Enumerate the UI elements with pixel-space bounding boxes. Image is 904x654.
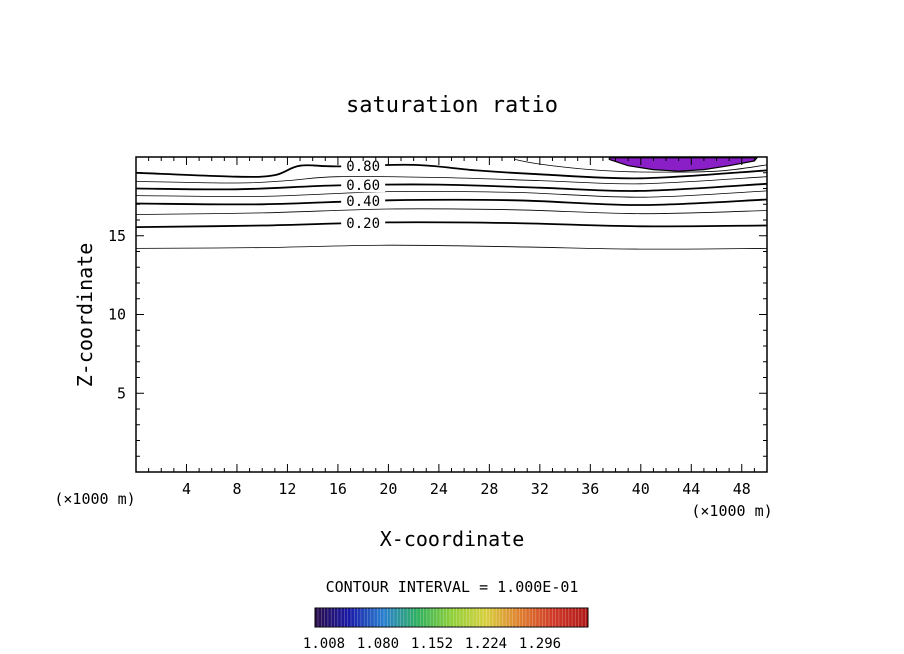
- contour-line: [135, 208, 768, 215]
- colorbar: 1.008 1.080 1.152 1.224 1.296: [303, 607, 589, 652]
- x-tick-label: 48: [733, 480, 751, 498]
- contour-interval-text: CONTOUR INTERVAL = 1.000E-01: [326, 578, 579, 596]
- colorbar-gradient: [314, 607, 589, 628]
- x-tick-label: 44: [682, 480, 700, 498]
- x-tick-label: 28: [480, 480, 498, 498]
- colorbar-tick-label: 1.296: [519, 636, 561, 652]
- chart-title: saturation ratio: [346, 93, 558, 118]
- contour-line: [135, 198, 768, 206]
- x-unit-right-label: (×1000 m): [691, 502, 772, 520]
- x-tick-label: 36: [581, 480, 599, 498]
- colorbar-tick-label: 1.152: [411, 636, 453, 652]
- colorbar-tick-label: 1.008: [303, 636, 345, 652]
- x-tick-label: 40: [632, 480, 650, 498]
- x-tick-label: 32: [531, 480, 549, 498]
- x-axis-label: X-coordinate: [380, 527, 525, 551]
- supersaturation-region: [608, 157, 759, 172]
- contour-label-bg: [341, 158, 386, 173]
- contour-label-bg: [341, 215, 386, 230]
- x-tick-label: 16: [329, 480, 347, 498]
- supersaturation-fill-group: [608, 157, 759, 172]
- contour-line: [514, 159, 768, 173]
- contour-label: 0.80: [346, 159, 380, 175]
- contour-lines-group: 0.20 0.400.60 0.80: [135, 158, 768, 250]
- contour-line: [135, 176, 768, 185]
- colorbar-tick-label: 1.224: [465, 636, 507, 652]
- contour-line: [135, 182, 768, 192]
- x-tick-label: 8: [232, 480, 241, 498]
- contour-label: 0.40: [346, 194, 380, 210]
- y-tick-label: 5: [117, 384, 126, 402]
- contour-label-bg: [341, 194, 386, 209]
- x-tick-label: 12: [278, 480, 296, 498]
- contour-line: [135, 221, 768, 228]
- x-tick-label: 20: [379, 480, 397, 498]
- y-axis-label: Z-coordinate: [73, 243, 97, 388]
- contour-line: [135, 163, 768, 180]
- colorbar-tick-label: 1.080: [357, 636, 399, 652]
- x-tick-label: 24: [430, 480, 448, 498]
- contour-label: 0.20: [346, 216, 380, 232]
- contour-line: [135, 244, 768, 250]
- x-unit-left-label: (×1000 m): [54, 490, 135, 508]
- contour-label: 0.60: [346, 178, 380, 194]
- contour-line: [135, 190, 768, 198]
- y-tick-label: 15: [108, 227, 126, 245]
- x-tick-label: 4: [182, 480, 191, 498]
- contour-label-bg: [341, 178, 386, 193]
- y-tick-label: 10: [108, 306, 126, 324]
